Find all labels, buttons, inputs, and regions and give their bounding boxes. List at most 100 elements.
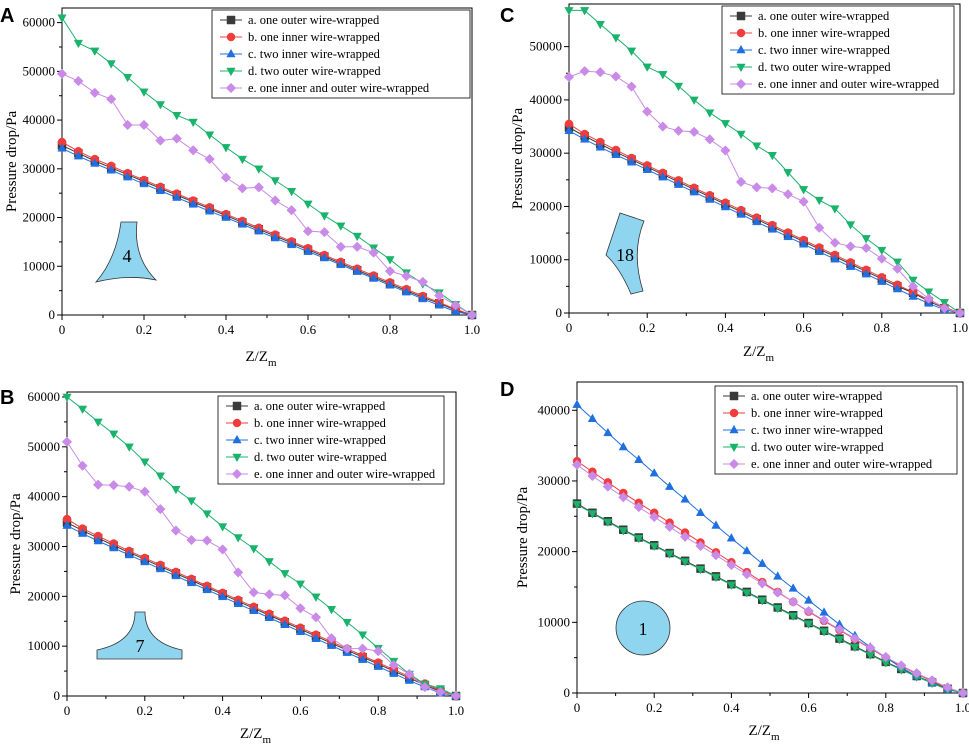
data-point: [726, 533, 737, 542]
data-point: [186, 577, 197, 587]
legend-label: a. one outer wire-wrapped: [248, 13, 380, 27]
data-point: [335, 241, 346, 252]
legend-marker: [736, 28, 746, 38]
data-point: [248, 587, 259, 598]
data-point: [155, 503, 166, 515]
legend-marker: [232, 418, 242, 428]
data-point: [649, 542, 659, 552]
legend-label: e. one inner and outer wire-wrapped: [248, 81, 430, 95]
data-point: [155, 101, 166, 110]
y-tick-label: 50000: [28, 439, 61, 454]
data-point: [249, 545, 259, 554]
data-point: [564, 125, 574, 135]
data-point: [861, 242, 872, 254]
data-point: [849, 633, 861, 644]
y-tick-label: 0: [54, 688, 61, 703]
data-point: [336, 259, 346, 269]
series-line: [61, 73, 473, 316]
x-tick-label: 0.6: [292, 703, 309, 718]
x-tick-label: 0.2: [136, 322, 152, 337]
data-point: [237, 183, 248, 194]
data-point: [587, 470, 598, 482]
data-point: [352, 266, 362, 275]
data-point: [834, 636, 845, 645]
legend-marker: [736, 63, 746, 73]
data-point: [90, 47, 100, 56]
data-point: [319, 252, 330, 262]
data-point: [139, 486, 150, 497]
data-point: [611, 34, 621, 43]
data-point: [122, 119, 133, 131]
data-point: [880, 651, 891, 663]
x-tick-label: 0.2: [639, 320, 655, 335]
data-point: [688, 126, 700, 138]
legend: a. one outer wire-wrapped b. one inner wi…: [714, 385, 958, 475]
data-point: [850, 643, 860, 653]
data-point: [172, 111, 182, 121]
cross-section-saddle-shape: [96, 611, 183, 660]
data-point: [954, 307, 966, 319]
legend-marker: [226, 67, 236, 77]
data-point: [618, 492, 629, 503]
data-point: [587, 413, 598, 423]
data-point: [57, 14, 67, 23]
data-point: [89, 87, 100, 98]
data-point: [861, 235, 871, 244]
x-tick-label: 0.8: [878, 700, 894, 715]
legend-label: c. two inner wire-wrapped: [758, 43, 891, 57]
legend-label: d. two outer wire-wrapped: [758, 60, 891, 74]
data-point: [752, 142, 762, 151]
data-point: [908, 291, 918, 300]
data-point: [93, 535, 103, 545]
data-point: [233, 567, 244, 578]
legend: a. one outer wire-wrapped b. one inner wi…: [217, 395, 445, 485]
data-point: [695, 540, 706, 552]
data-point: [924, 288, 934, 297]
legend-marker: [232, 453, 242, 463]
data-point: [564, 7, 574, 16]
data-point: [673, 125, 684, 136]
data-point: [358, 631, 368, 640]
data-point: [829, 237, 841, 248]
legend-label: b. one inner wire-wrapped: [248, 30, 381, 44]
data-point: [742, 545, 752, 555]
y-axis-label: Pressure drop/Pa: [510, 108, 526, 210]
data-point: [106, 93, 117, 105]
data-point: [450, 306, 461, 315]
data-point: [634, 454, 644, 463]
series-d: [572, 501, 968, 699]
series-line: [576, 460, 964, 694]
series-e: [563, 65, 966, 319]
data-point: [155, 135, 166, 146]
panel-label: B: [0, 387, 14, 409]
data-point: [434, 290, 445, 301]
legend-marker: [736, 44, 746, 54]
x-axis-label: Z/Zm: [240, 726, 272, 746]
y-axis-label: Pressure drop/Pa: [515, 487, 531, 589]
series-e: [61, 436, 462, 702]
legend-label: a. one outer wire-wrapped: [254, 399, 386, 413]
legend-label: b. one inner wire-wrapped: [751, 406, 884, 420]
data-point: [319, 227, 330, 238]
legend-marker: [232, 434, 242, 444]
data-point: [742, 589, 752, 598]
legend-marker: [735, 78, 747, 90]
data-point: [720, 145, 731, 156]
data-point: [818, 615, 830, 626]
data-point: [580, 7, 590, 16]
data-point: [435, 686, 446, 698]
data-point: [237, 155, 248, 165]
data-point: [664, 521, 675, 533]
data-point: [122, 73, 133, 83]
data-point: [253, 182, 264, 193]
legend-label: a. one outer wire-wrapped: [751, 389, 883, 403]
legend-marker: [736, 11, 746, 21]
data-point: [286, 187, 297, 197]
data-point: [204, 131, 215, 140]
data-point: [788, 583, 798, 592]
legend-marker: [226, 15, 236, 25]
legend-label: e. one inner and outer wire-wrapped: [751, 457, 933, 471]
data-point: [618, 527, 628, 536]
y-tick-label: 40000: [538, 402, 571, 417]
